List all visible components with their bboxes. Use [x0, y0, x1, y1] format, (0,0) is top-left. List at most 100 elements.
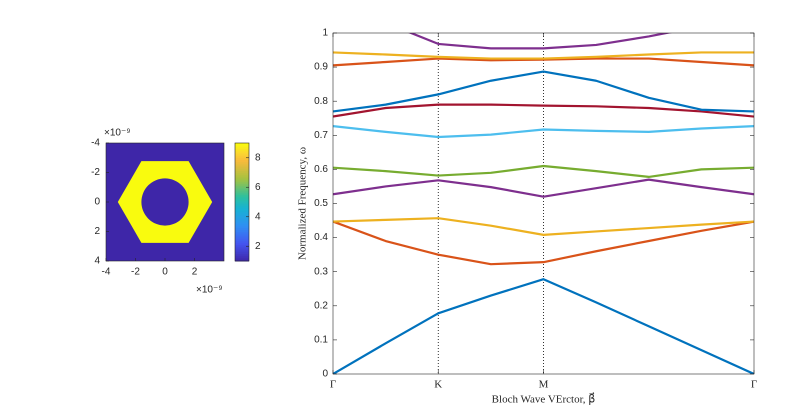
- y-tick-label: 2: [94, 226, 100, 237]
- y-tick-label: 0: [94, 197, 100, 208]
- colorbar-slice: [235, 183, 249, 186]
- y-tick-label: -4: [91, 138, 100, 149]
- colorbar-slice: [235, 246, 249, 249]
- x-axis-label: Bloch Wave VErctor, β⃗: [492, 392, 596, 406]
- colorbar-slice: [235, 209, 249, 212]
- colorbar-slice: [235, 213, 249, 216]
- colorbar-tick-label: 4: [255, 211, 261, 222]
- colorbar-slice: [235, 196, 249, 199]
- colorbar-box: [234, 142, 250, 262]
- colorbar-slice: [235, 200, 249, 203]
- y-tick-label: 0.3: [314, 266, 328, 277]
- band-line: [333, 70, 754, 113]
- colorbar-slice: [235, 203, 249, 207]
- colorbar-slice: [235, 207, 249, 210]
- colorbar-slice: [235, 259, 249, 262]
- x-tick-label: Γ: [751, 379, 757, 391]
- colorbar-slice: [235, 179, 249, 183]
- x-tick-label: M: [539, 379, 549, 391]
- colorbar-slice: [235, 161, 249, 164]
- colorbar-slice: [235, 159, 249, 162]
- colorbar-slice: [235, 194, 249, 197]
- colorbar-slice: [235, 224, 249, 227]
- colorbar-slice: [235, 222, 249, 225]
- y-tick-label: 0.5: [314, 198, 328, 209]
- y-tick-label: 0.4: [314, 232, 328, 243]
- colorbar-slice: [235, 225, 249, 229]
- band-line: [333, 164, 754, 179]
- band-line: [333, 51, 754, 60]
- band-line: [333, 278, 754, 374]
- colorbar-slice: [235, 174, 249, 177]
- colorbar-slice: [235, 216, 249, 220]
- band-line: [333, 103, 754, 118]
- colorbar-slice: [235, 163, 249, 166]
- colorbar-slice: [235, 143, 249, 146]
- colorbar-slice: [235, 165, 249, 168]
- x-exponent: ×10⁻⁹: [196, 285, 223, 296]
- colorbar-slice: [235, 218, 249, 221]
- y-tick-label: 1: [322, 28, 328, 39]
- colorbar-slice: [235, 240, 249, 244]
- circle-region: [141, 178, 189, 226]
- colorbar-slice: [235, 155, 249, 159]
- colorbar-slice: [235, 242, 249, 245]
- x-tick-label: 0: [162, 267, 168, 278]
- colorbar-slice: [235, 214, 249, 218]
- band-line: [408, 33, 673, 50]
- colorbar-tick-label: 8: [255, 152, 261, 163]
- x-tick-label: K: [434, 379, 442, 391]
- x-tick-label: Γ: [330, 379, 336, 391]
- plot-area: [333, 33, 754, 374]
- colorbar-slice: [235, 181, 249, 185]
- colorbar-slice: [235, 248, 249, 251]
- colorbar-slice: [235, 237, 249, 240]
- colorbar-slice: [235, 202, 249, 205]
- colorbar-slice: [235, 144, 249, 148]
- y-tick-label: 4: [94, 256, 100, 267]
- band-line: [333, 124, 754, 139]
- colorbar-slice: [235, 150, 249, 153]
- colorbar-slice: [235, 205, 249, 209]
- colorbar-slice: [235, 255, 249, 258]
- colorbar-slice: [235, 253, 249, 256]
- colorbar-slice: [235, 257, 249, 260]
- colorbar-slice: [235, 244, 249, 247]
- colorbar-slice: [235, 229, 249, 232]
- y-axis-label: Normalized Frequency, ω: [297, 147, 309, 260]
- colorbar-tick-label: 2: [255, 241, 261, 252]
- colorbar-slice: [235, 190, 249, 194]
- colorbar-slice: [235, 198, 249, 201]
- y-tick-label: 0: [322, 369, 328, 380]
- y-tick-label: 0.6: [314, 164, 328, 175]
- colorbar-slice: [235, 172, 249, 175]
- y-tick-label: 0.9: [314, 62, 328, 73]
- colorbar-slice: [235, 157, 249, 161]
- colorbar-slice: [235, 211, 249, 214]
- x-tick-label: 2: [192, 267, 198, 278]
- band-line: [333, 217, 754, 236]
- colorbar-slice: [235, 192, 249, 196]
- colorbar-slice: [235, 231, 249, 234]
- colorbar-slice: [235, 166, 249, 170]
- colorbar-slice: [235, 249, 249, 253]
- y-tick-label: 0.2: [314, 300, 328, 311]
- x-tick-label: -2: [131, 267, 140, 278]
- colorbar-slice: [235, 178, 249, 181]
- band-line: [333, 220, 754, 266]
- x-tick-label: -4: [102, 267, 111, 278]
- colorbar-slice: [235, 187, 249, 190]
- band-line: [333, 178, 754, 198]
- colorbar-slice: [235, 168, 249, 172]
- colorbar-slice: [235, 185, 249, 188]
- colorbar-slice: [235, 251, 249, 255]
- colorbar-slice: [235, 220, 249, 223]
- y-tick-label: 0.7: [314, 130, 328, 141]
- colorbar-slice: [235, 227, 249, 231]
- y-tick-label: 0.8: [314, 96, 328, 107]
- colorbar-slice: [235, 238, 249, 242]
- colorbar-slice: [235, 233, 249, 236]
- colorbar-slice: [235, 235, 249, 238]
- colorbar-slice: [235, 176, 249, 179]
- colorbar-slice: [235, 152, 249, 155]
